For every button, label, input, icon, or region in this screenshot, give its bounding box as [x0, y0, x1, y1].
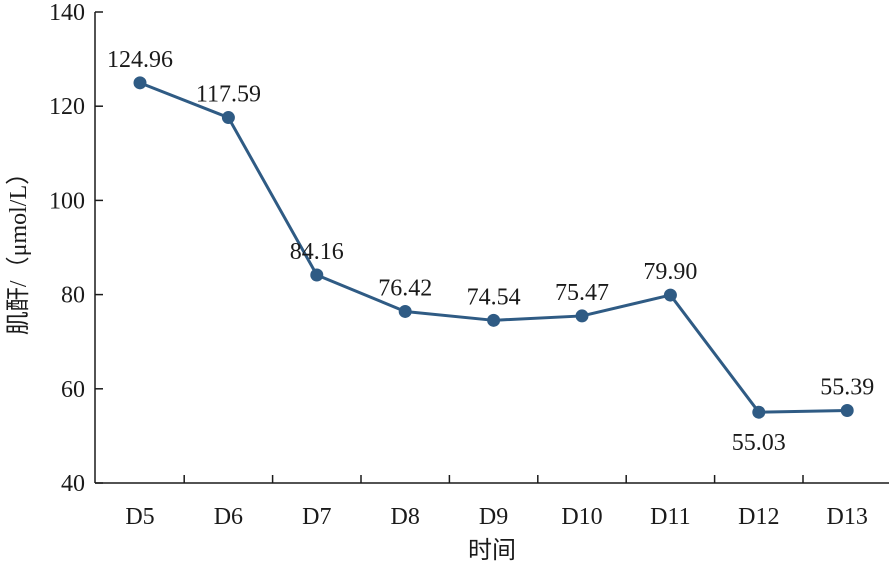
y-axis-title: 肌酐/（μmol/L） [6, 161, 32, 335]
data-label: 117.59 [196, 82, 261, 108]
data-point [487, 313, 501, 327]
x-ticks: D5 D6 D7 D8 D9 D10 D11 D12 D13 [125, 475, 868, 530]
data-labels: 124.96 117.59 84.16 76.42 74.54 75.47 79.90 55.… [107, 47, 874, 456]
x-tick-label: D13 [827, 504, 868, 530]
series-line [139, 81, 848, 414]
series-line-group [139, 81, 848, 414]
data-label: 124.96 [107, 47, 173, 73]
x-tick-label: D12 [738, 504, 779, 530]
data-label: 55.03 [732, 430, 786, 456]
y-tick-label: 120 [49, 94, 85, 120]
data-label: 55.39 [820, 375, 874, 401]
y-tick-label: 60 [61, 377, 85, 403]
data-point [310, 268, 324, 282]
x-axis-title: 时间 [468, 537, 516, 564]
x-tick-label: D8 [391, 504, 420, 530]
x-tick-label: D5 [125, 504, 154, 530]
data-point [663, 288, 677, 302]
data-point [133, 76, 147, 90]
y-tick-label: 140 [49, 0, 85, 26]
y-tick-label: 100 [49, 188, 85, 214]
y-ticks: 40 60 80 100 120 140 [49, 0, 103, 497]
data-label: 76.42 [378, 275, 432, 301]
data-point [221, 111, 235, 125]
data-point [752, 405, 766, 419]
data-label: 79.90 [643, 259, 697, 285]
y-tick-label: 40 [61, 471, 85, 497]
x-tick-label: D6 [214, 504, 243, 530]
data-point [840, 404, 854, 418]
data-label: 75.47 [555, 280, 609, 306]
x-tick-label: D7 [302, 504, 331, 530]
data-label: 74.54 [467, 284, 521, 310]
x-tick-label: D11 [650, 504, 690, 530]
data-label: 84.16 [290, 239, 344, 265]
axes [94, 12, 889, 484]
data-points [133, 76, 854, 419]
data-point [398, 304, 412, 318]
data-point [575, 309, 589, 323]
x-tick-label: D10 [561, 504, 602, 530]
y-tick-label: 80 [61, 283, 85, 309]
x-tick-label: D9 [479, 504, 508, 530]
